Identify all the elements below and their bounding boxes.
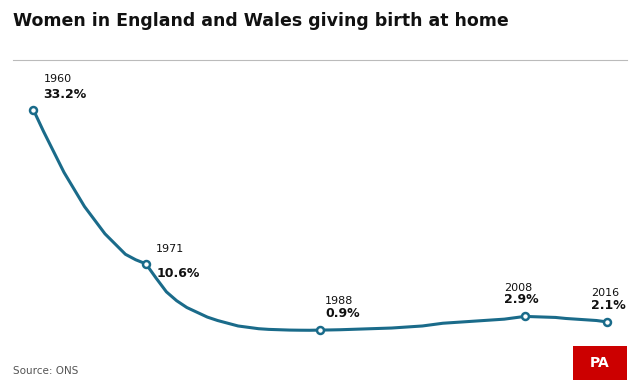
- Text: 2.9%: 2.9%: [504, 293, 539, 306]
- Text: 33.2%: 33.2%: [44, 88, 87, 101]
- Text: 2016: 2016: [591, 288, 620, 298]
- Text: 2.1%: 2.1%: [591, 299, 626, 312]
- Text: PA: PA: [590, 356, 610, 370]
- Text: Source: ONS: Source: ONS: [13, 366, 78, 376]
- Text: 0.9%: 0.9%: [325, 307, 360, 320]
- Text: 2008: 2008: [504, 283, 532, 293]
- Text: Women in England and Wales giving birth at home: Women in England and Wales giving birth …: [13, 12, 509, 30]
- Text: 1960: 1960: [44, 74, 72, 84]
- Text: 1988: 1988: [325, 296, 353, 306]
- Text: 1971: 1971: [156, 243, 184, 253]
- Text: 10.6%: 10.6%: [156, 267, 200, 280]
